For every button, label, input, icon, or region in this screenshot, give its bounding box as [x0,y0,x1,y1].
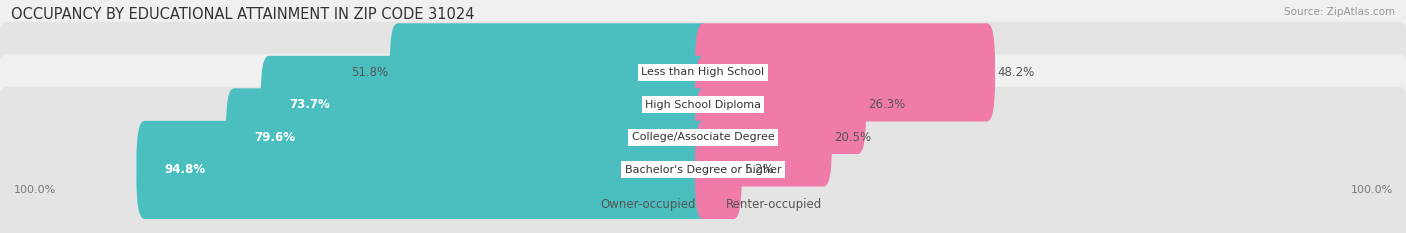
Text: 94.8%: 94.8% [165,163,205,176]
FancyBboxPatch shape [695,56,866,154]
Text: 26.3%: 26.3% [868,98,905,111]
Text: High School Diploma: High School Diploma [645,100,761,110]
FancyBboxPatch shape [260,56,711,154]
FancyBboxPatch shape [0,0,1406,156]
Text: 100.0%: 100.0% [14,185,56,195]
FancyBboxPatch shape [0,54,1406,221]
Text: 48.2%: 48.2% [997,66,1035,79]
FancyBboxPatch shape [0,22,1406,188]
FancyBboxPatch shape [695,121,742,219]
Text: 79.6%: 79.6% [254,131,295,144]
Legend: Owner-occupied, Renter-occupied: Owner-occupied, Renter-occupied [579,193,827,216]
FancyBboxPatch shape [136,121,711,219]
Text: College/Associate Degree: College/Associate Degree [631,132,775,142]
Text: Bachelor's Degree or higher: Bachelor's Degree or higher [624,165,782,175]
FancyBboxPatch shape [695,23,995,121]
FancyBboxPatch shape [0,87,1406,233]
FancyBboxPatch shape [389,23,711,121]
Text: 51.8%: 51.8% [350,66,388,79]
Text: 5.2%: 5.2% [744,163,773,176]
FancyBboxPatch shape [226,88,711,186]
Text: OCCUPANCY BY EDUCATIONAL ATTAINMENT IN ZIP CODE 31024: OCCUPANCY BY EDUCATIONAL ATTAINMENT IN Z… [11,7,475,22]
Text: Source: ZipAtlas.com: Source: ZipAtlas.com [1284,7,1395,17]
FancyBboxPatch shape [695,88,832,186]
Text: 100.0%: 100.0% [1350,185,1392,195]
Text: 73.7%: 73.7% [288,98,329,111]
Text: 20.5%: 20.5% [834,131,870,144]
Text: Less than High School: Less than High School [641,67,765,77]
